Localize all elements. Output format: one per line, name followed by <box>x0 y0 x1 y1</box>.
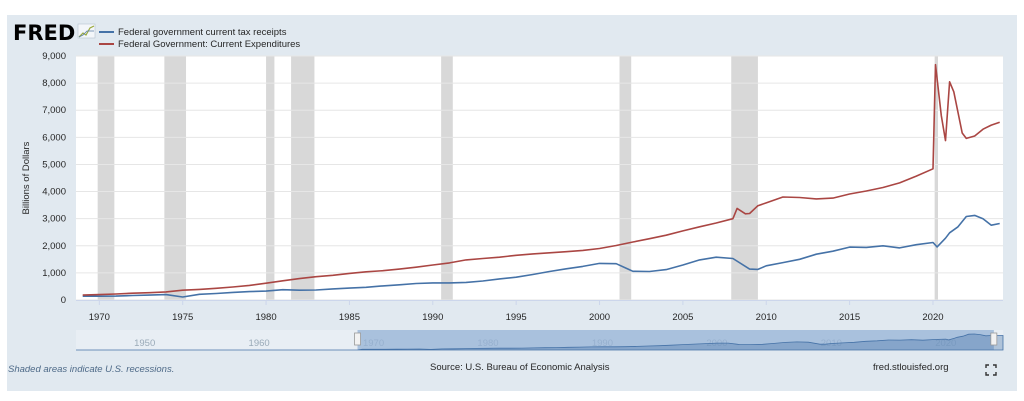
recession-band <box>731 56 758 300</box>
navigator-tick-label: 1950 <box>134 338 155 349</box>
recession-band <box>164 56 187 300</box>
y-tick-label: 4,000 <box>42 187 66 198</box>
y-tick-label: 5,000 <box>42 159 66 170</box>
y-tick-label: 3,000 <box>42 214 66 225</box>
fred-logo: FRED <box>13 21 75 45</box>
recession-band <box>934 56 938 300</box>
navigator-selection[interactable] <box>357 330 994 350</box>
x-tick-label: 2015 <box>839 312 860 323</box>
navigator-series-area <box>76 333 1004 351</box>
legend-label-expenditures: Federal Government: Current Expenditures <box>118 39 300 50</box>
y-tick-labels: 0 1,000 2,000 3,000 4,000 5,000 6,000 7,000 8,00… <box>42 51 66 306</box>
plot-area <box>76 56 1003 300</box>
recession-note: Shaded areas indicate U.S. recessions. <box>8 364 175 375</box>
x-tick-label: 2000 <box>589 312 610 323</box>
recession-band <box>97 56 115 300</box>
series-line-expenditures <box>82 63 1000 296</box>
x-tick-label: 1980 <box>255 312 276 323</box>
y-tick-label: 7,000 <box>42 105 66 116</box>
y-tick-label: 0 <box>61 295 66 306</box>
x-tick-label: 1975 <box>172 312 193 323</box>
y-tick-label: 1,000 <box>42 268 66 279</box>
navigator[interactable]: 19501960197019801990200020102020 <box>76 330 1004 351</box>
y-tick-label: 2,000 <box>42 241 66 252</box>
series-line-receipts <box>82 214 1000 298</box>
recession-bands <box>97 56 938 300</box>
x-tick-label: 2005 <box>672 312 693 323</box>
x-tick-label: 1995 <box>506 312 527 323</box>
source-text: Source: U.S. Bureau of Economic Analysis <box>430 362 610 373</box>
x-axis: 1970 1975 1980 1985 1990 1995 2000 2005 2010 2015… <box>76 300 1003 323</box>
recession-band <box>266 56 275 300</box>
recession-band <box>619 56 632 300</box>
legend-label-receipts: Federal government current tax receipts <box>118 27 287 38</box>
navigator-handle-left[interactable] <box>354 332 361 346</box>
x-tick-label: 1970 <box>89 312 110 323</box>
navigator-handle-right[interactable] <box>990 332 998 346</box>
legend: Federal government current tax receipts … <box>99 27 300 50</box>
recession-band <box>291 56 315 300</box>
x-tick-label: 1985 <box>339 312 360 323</box>
expand-icon[interactable] <box>985 364 997 376</box>
series-lines <box>82 63 1000 298</box>
fred-url[interactable]: fred.stlouisfed.org <box>873 362 949 373</box>
y-axis-label: Billions of Dollars <box>21 141 32 214</box>
x-tick-label: 2020 <box>922 312 943 323</box>
recession-band <box>441 56 453 300</box>
y-tick-label: 8,000 <box>42 78 66 89</box>
fred-logo-graph-icon <box>77 23 96 39</box>
navigator-tick-label: 1960 <box>249 338 270 349</box>
y-tick-label: 9,000 <box>42 51 66 62</box>
y-tick-label: 6,000 <box>42 132 66 143</box>
x-tick-label: 1990 <box>422 312 443 323</box>
x-tick-label: 2010 <box>756 312 777 323</box>
